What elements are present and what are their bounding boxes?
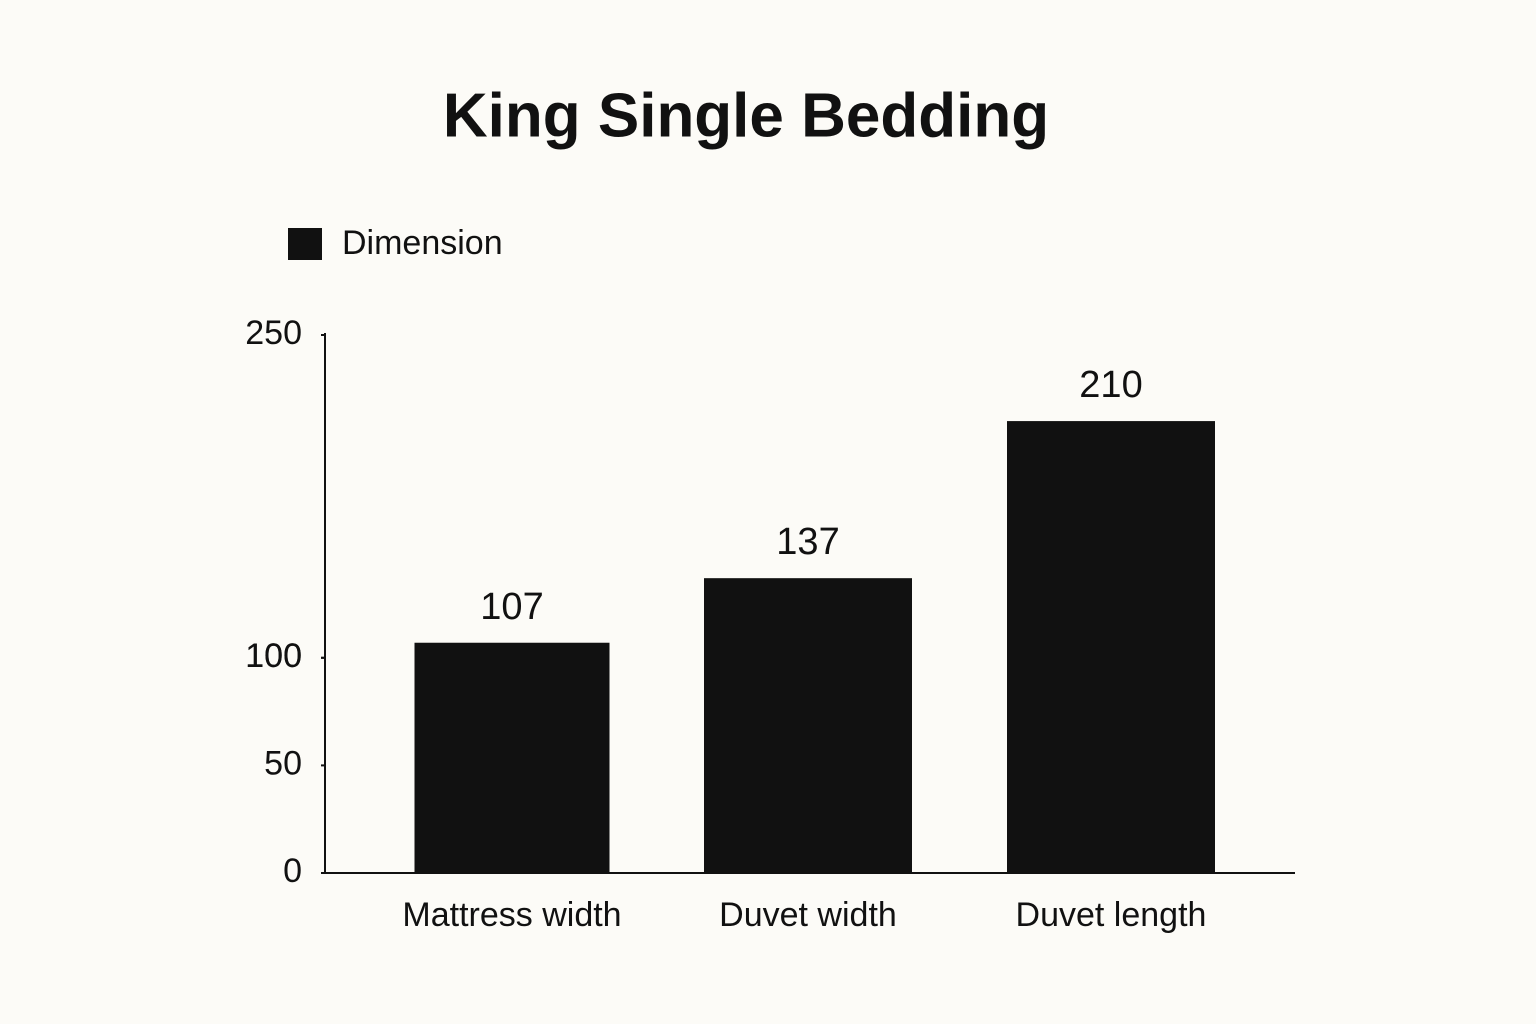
x-tick-label: Mattress width (402, 896, 621, 934)
data-label: 210 (1079, 364, 1142, 406)
bar (1007, 421, 1215, 873)
data-label: 107 (480, 586, 543, 628)
y-tick-label: 0 (283, 852, 302, 890)
bar (414, 642, 610, 873)
y-tick-label: 250 (245, 314, 302, 352)
legend-swatch (288, 228, 322, 260)
y-tick-label: 100 (245, 637, 302, 675)
chart-title: King Single Bedding (443, 81, 1049, 150)
data-label: 137 (776, 521, 839, 563)
x-tick-label: Duvet length (1016, 896, 1207, 934)
bar (704, 578, 912, 873)
x-tick-label: Duvet width (719, 896, 897, 934)
legend-label: Dimension (342, 224, 503, 262)
y-tick-label: 100 (245, 637, 302, 675)
y-tick-label: 50 (264, 744, 302, 782)
